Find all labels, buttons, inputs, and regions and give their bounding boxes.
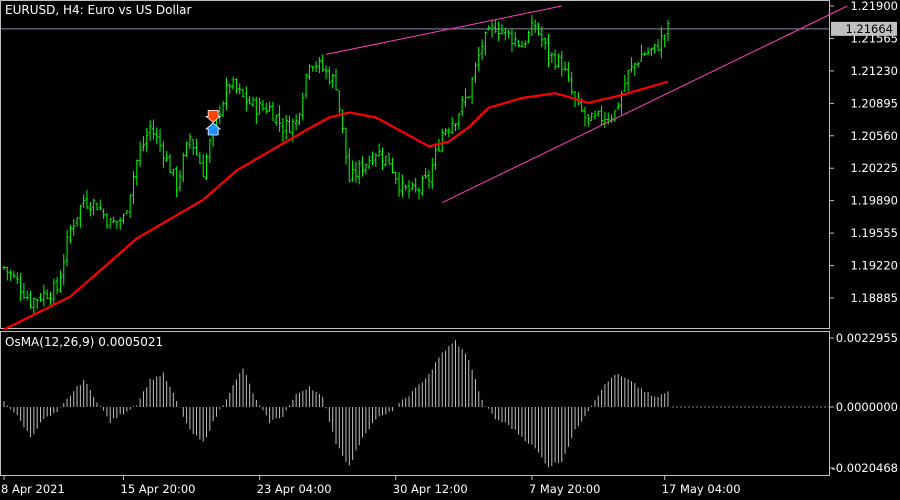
price-tick-label: 1.19220 — [850, 259, 898, 273]
current-price-tag: 1.21664 — [831, 21, 897, 36]
time-tick-label: 15 Apr 20:00 — [121, 482, 196, 496]
trendline — [442, 5, 848, 204]
time-tick-label: 17 May 04:00 — [662, 482, 741, 496]
price-tick-label: 1.20560 — [850, 129, 898, 143]
timeframe-label: H4: — [63, 3, 84, 17]
current-price-tag-label: 1.21664 — [845, 22, 893, 36]
time-axis: 8 Apr 2021 15 Apr 20:00 23 Apr 04:00 30 Apr… — [1, 476, 741, 496]
time-tick-label: 23 Apr 04:00 — [257, 482, 332, 496]
price-tick-label: 1.18885 — [850, 291, 898, 305]
trendline — [325, 5, 562, 55]
price-tick-label: 1.21230 — [850, 64, 898, 78]
trendlines — [325, 5, 848, 204]
trade-signals — [205, 110, 222, 136]
osma-tick-label: -0.0020468 — [832, 461, 898, 475]
description-label: Euro vs US Dollar — [88, 3, 192, 17]
symbol-label: EURUSD — [5, 3, 55, 17]
osma-histogram — [3, 340, 669, 468]
osma-tick-label: 0.0022955 — [836, 331, 898, 345]
buy-arrow-icon — [205, 122, 222, 136]
osma-pane-frame — [0, 331, 830, 476]
moving-average-line — [3, 80, 669, 331]
price-tick-label: 1.19555 — [850, 226, 898, 240]
price-tick-label: 1.19890 — [850, 194, 898, 208]
indicator-value: 0.0005021 — [98, 335, 163, 349]
osma-axis: 0.0022955 0.0000000 -0.0020468 — [830, 331, 898, 475]
indicator-name: OsMA(12,26,9) — [5, 335, 94, 349]
sell-arrow-icon — [205, 110, 222, 123]
candles — [2, 14, 670, 315]
time-tick-label: 30 Apr 12:00 — [393, 482, 468, 496]
osma-tick-label: 0.0000000 — [836, 400, 898, 414]
price-tick-label: 1.21900 — [850, 0, 898, 13]
chart-header: EURUSD, H4: Euro vs US Dollar — [5, 3, 192, 17]
ma-polyline — [3, 80, 669, 331]
current-price-tag-bg — [831, 21, 897, 36]
indicator-header: OsMA(12,26,9) 0.0005021 — [5, 335, 163, 349]
time-tick-label: 8 Apr 2021 — [1, 482, 65, 496]
time-tick-label: 7 May 20:00 — [529, 482, 601, 496]
price-tick-label: 1.20895 — [850, 96, 898, 110]
price-pane-frame — [0, 0, 830, 329]
price-tick-label: 1.20225 — [850, 161, 898, 175]
